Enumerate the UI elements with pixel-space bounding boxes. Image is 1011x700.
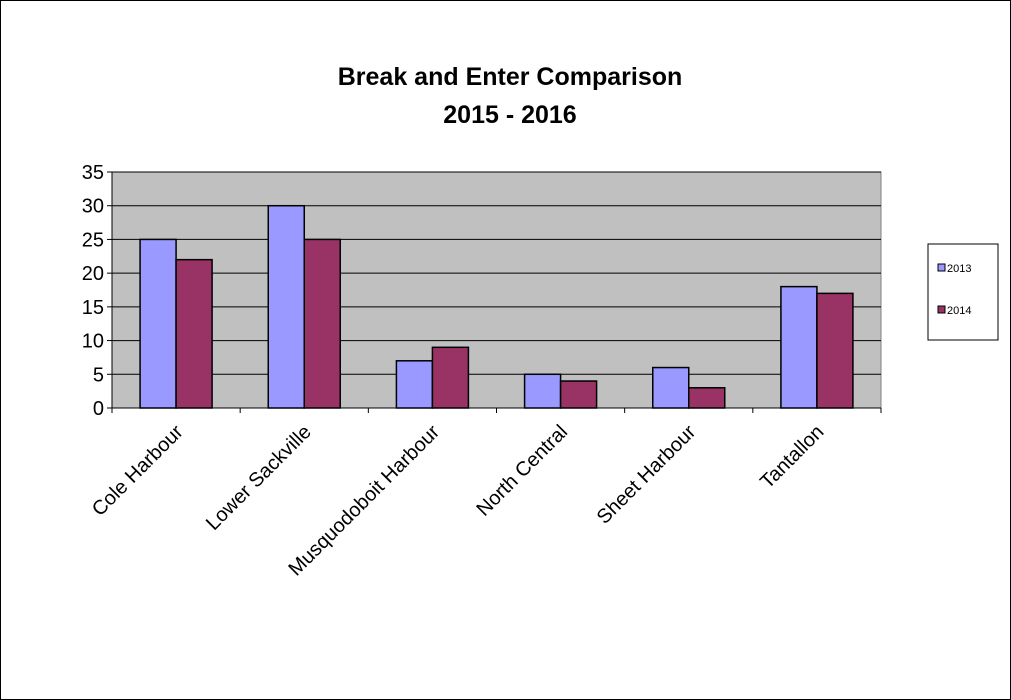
bar-2013-musquodoboit-harbour — [395, 360, 434, 409]
legend-box — [927, 243, 999, 341]
bar-2014-sheet-harbour — [688, 387, 726, 409]
legend-swatch — [937, 305, 946, 314]
y-tick-label: 25 — [82, 229, 104, 251]
y-tick-label: 15 — [82, 297, 104, 319]
axes — [107, 171, 882, 413]
bar-2014-cole-harbour — [175, 258, 213, 409]
y-tick-label: 5 — [93, 364, 104, 386]
legend-swatch — [937, 263, 946, 272]
y-tick-label: 30 — [82, 196, 104, 218]
chart-title: Break and Enter Comparison 2015 - 2016 — [338, 63, 683, 129]
bar-2014-musquodoboit-harbour — [431, 346, 470, 409]
bar-2013-sheet-harbour — [652, 366, 690, 409]
y-tick-label: 10 — [82, 331, 104, 353]
x-category-label: Cole Harbour — [88, 421, 188, 521]
bar-2014-tantallon — [816, 292, 854, 409]
y-tick-label: 20 — [82, 263, 104, 285]
chart-title-line-2: 2015 - 2016 — [443, 101, 576, 129]
legend: 2013 2014 — [927, 243, 999, 341]
gridlines — [112, 171, 881, 375]
x-category-label: North Central — [472, 421, 572, 521]
bar-2013-tantallon — [780, 285, 818, 409]
plot-background — [111, 171, 882, 409]
x-category-label: Lower Sackville — [202, 421, 316, 535]
bar-2013-north-central — [523, 373, 562, 409]
y-axis-tick-labels: 0 5 10 15 20 25 30 35 — [82, 162, 104, 420]
legend-label: 2013 — [947, 263, 971, 275]
legend-label: 2014 — [947, 305, 971, 317]
x-axis-tick-labels: Cole Harbour Lower SackvilleMusquodoboit … — [88, 421, 829, 581]
bar-2014-lower-sackville — [303, 238, 341, 409]
bars — [139, 204, 854, 409]
chart-title-line-1: Break and Enter Comparison — [338, 63, 683, 91]
bar-2013-cole-harbour — [139, 238, 177, 409]
bar-2013-lower-sackville — [267, 204, 305, 409]
y-tick-label: 35 — [82, 162, 104, 184]
x-category-label: Sheet Harbour — [593, 421, 701, 529]
bar-2014-north-central — [559, 380, 598, 409]
x-category-label: Tantallon — [756, 421, 828, 493]
y-tick-label: 0 — [93, 398, 104, 420]
x-category-label: Musquodoboit Harbour — [285, 421, 445, 581]
